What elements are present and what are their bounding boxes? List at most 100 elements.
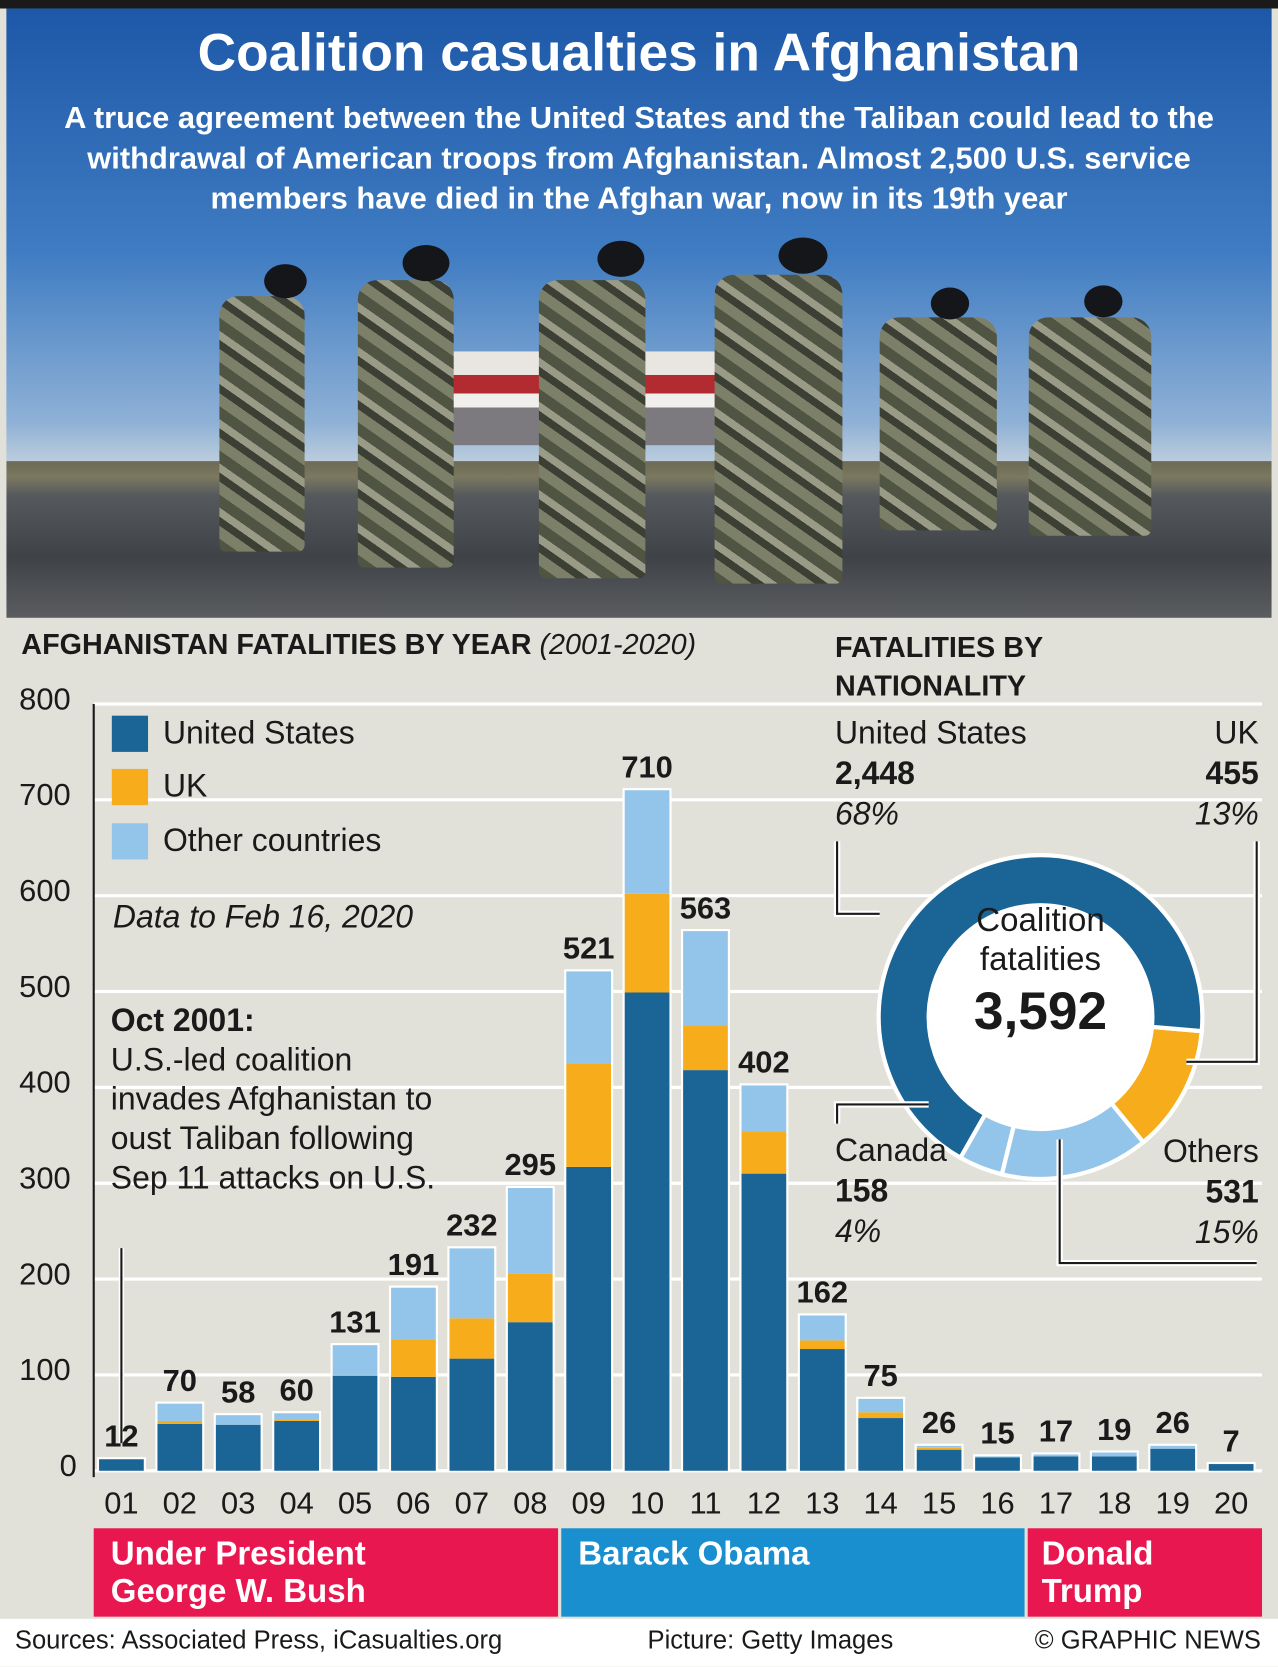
bar-segment-other [391,1287,436,1340]
bar-chart-title-text: AFGHANISTAN FATALITIES BY YEAR [21,628,532,661]
bar-value-label: 60 [279,1372,313,1407]
bar-segment-us [916,1449,962,1471]
bar-value-label: 710 [621,749,673,784]
bar-segment-other [683,931,728,1027]
bar-segment-us [507,1322,553,1471]
bar-segment-other [624,790,670,894]
slice-pct: 68% [834,796,899,832]
soldier-figure [538,280,646,579]
bar-value-label: 58 [221,1374,255,1409]
bar-segment-other [741,1085,787,1132]
bar-segment-uk [799,1340,845,1350]
slice-pct: 15% [1194,1215,1259,1251]
bar-segment-other [566,971,612,1064]
x-tick-label: 17 [1039,1485,1073,1520]
president-label: Trump [1041,1571,1143,1610]
bar-value-label: 7 [1223,1423,1240,1458]
y-tick-label: 600 [19,874,71,909]
legend-label: Other countries [162,823,382,859]
legend-swatch-uk [111,768,149,806]
bar-segment-us [1091,1456,1137,1471]
bar-value-label: 191 [388,1247,440,1282]
x-tick-label: 15 [922,1485,956,1520]
soldier-head [1084,285,1123,318]
legend-swatch-us [111,715,149,752]
slice-value: 2,448 [834,756,915,792]
nationality-label-uk: UK 455 13% [1195,714,1259,835]
y-tick-label: 300 [19,1161,71,1196]
x-tick-label: 12 [747,1485,781,1520]
donut-chart [833,841,1260,1267]
bar-value-label: 402 [738,1045,790,1080]
legend-label: UK [162,768,208,805]
bar-segment-uk [566,1063,612,1167]
soldier-head [597,240,645,277]
bar-segment-uk [741,1131,787,1174]
bar-segment-uk [332,1374,378,1376]
president-label: Under President [110,1534,366,1572]
bar-segment-other [274,1413,319,1420]
page-title: Coalition casualties in Afghanistan [197,22,1081,83]
saluting-soldier [1028,317,1152,536]
slice-name: United States [834,715,1027,751]
bar-segment-us [449,1358,495,1471]
nationality-label-canada: Canada 158 4% [835,1131,947,1252]
bar-segment-uk [683,1026,728,1071]
x-tick-label: 03 [221,1485,255,1520]
bar-segment-other [449,1248,495,1319]
bar-segment-us [741,1173,787,1471]
bar-value-label: 19 [1097,1412,1131,1447]
picture-credit: Picture: Getty Images [647,1626,894,1656]
bar-segment-us [566,1166,612,1471]
bar-value-label: 26 [922,1405,956,1440]
bar-segment-other [1033,1454,1079,1457]
nationality-label-us: United States 2,448 68% [835,714,1027,835]
bar-segment-uk [274,1419,319,1421]
x-tick-label: 11 [689,1485,721,1520]
nationality-label-others: Others 531 15% [1163,1132,1259,1253]
bar-value-label: 70 [163,1363,197,1398]
x-tick-label: 10 [630,1485,664,1520]
president-label: Donald [1041,1534,1154,1572]
bar-segment-other [858,1398,904,1413]
bar-chart: 12 01 70 02 58 03 60 04 131 05 191 06 232 07 295 08 521 0… [92,702,1263,1520]
x-tick-label: 02 [163,1485,197,1520]
bar-segment-other [975,1456,1020,1458]
x-tick-label: 20 [1214,1485,1248,1520]
slice-value: 455 [1205,756,1259,792]
bar-value-label: 75 [864,1358,898,1393]
leader-line-canada [836,1103,929,1124]
legend-label: United States [162,715,355,751]
bar-value-label: 26 [1156,1405,1190,1440]
soldier-head [402,244,450,282]
president-label: Barack Obama [578,1534,810,1572]
y-tick-label: 100 [19,1353,71,1388]
bar-segment-other [1091,1452,1137,1457]
x-tick-label: 18 [1097,1485,1131,1520]
bar-value-label: 12 [104,1418,138,1453]
donut-hole [930,907,1151,1127]
y-tick-label: 400 [19,1066,71,1101]
bar-segment-us [391,1376,436,1471]
y-tick-label: 0 [59,1449,77,1484]
president-obama-band: Barack Obama [561,1528,1025,1617]
legend-swatch-other [111,823,149,860]
legend-item-other: Other countries [111,823,382,860]
y-tick-label: 200 [19,1257,71,1292]
x-tick-label: 13 [805,1485,839,1520]
slice-value: 531 [1205,1174,1259,1210]
bar-segment-uk [858,1412,904,1419]
leader-line-others [1058,1139,1257,1265]
bar-segment-us [215,1424,261,1471]
bar-segment-other [799,1315,845,1341]
bar-segment-other [215,1415,261,1425]
legend-item-uk: UK [111,768,208,806]
x-tick-label: 06 [396,1485,430,1520]
slice-pct: 4% [834,1214,882,1250]
bar-value-label: 162 [797,1275,849,1310]
bar-segment-us [1150,1448,1196,1471]
bar-value-label: 15 [980,1416,1014,1451]
president-bush-band: Under President George W. Bush [93,1528,559,1617]
soldier-head [778,237,828,274]
